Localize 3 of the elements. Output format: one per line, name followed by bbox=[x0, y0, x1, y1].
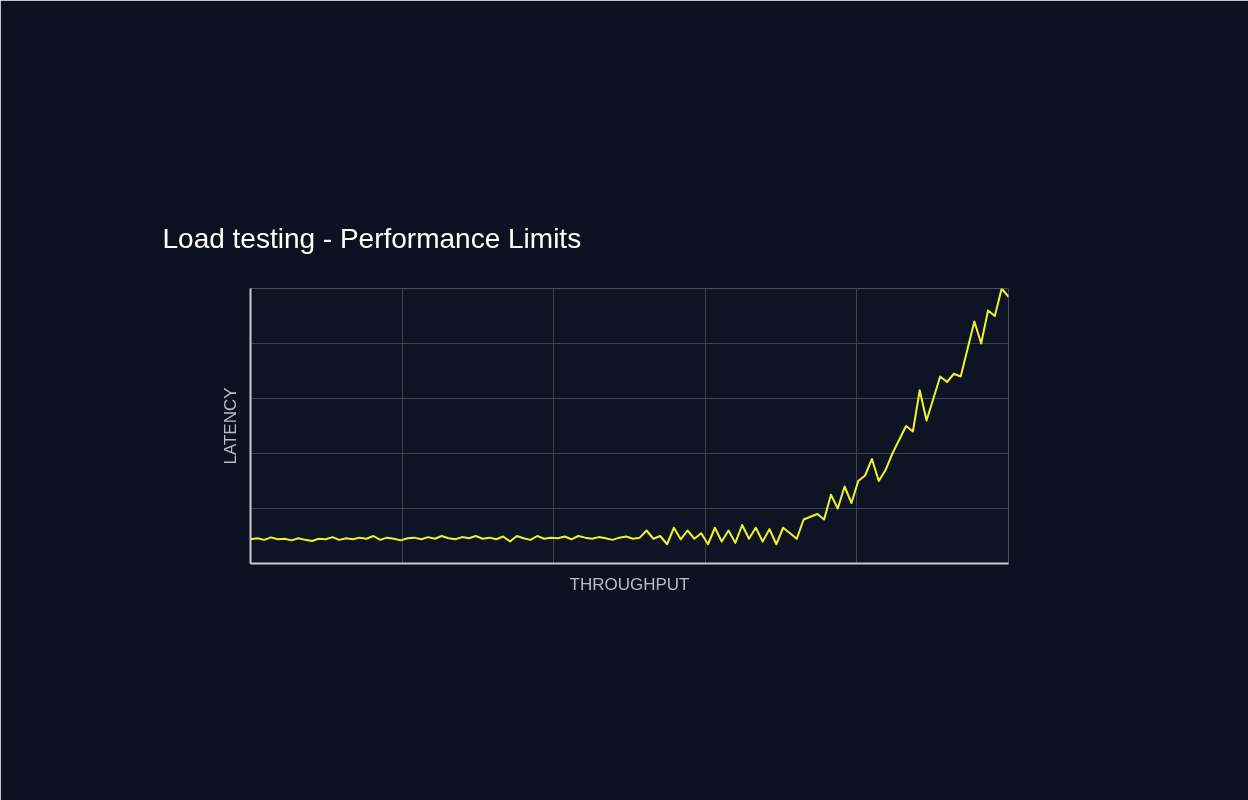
y-axis-title: LATENCY bbox=[220, 387, 240, 465]
chart-title: Load testing - Performance Limits bbox=[162, 222, 582, 254]
x-axis-title: THROUGHPUT bbox=[569, 574, 690, 594]
